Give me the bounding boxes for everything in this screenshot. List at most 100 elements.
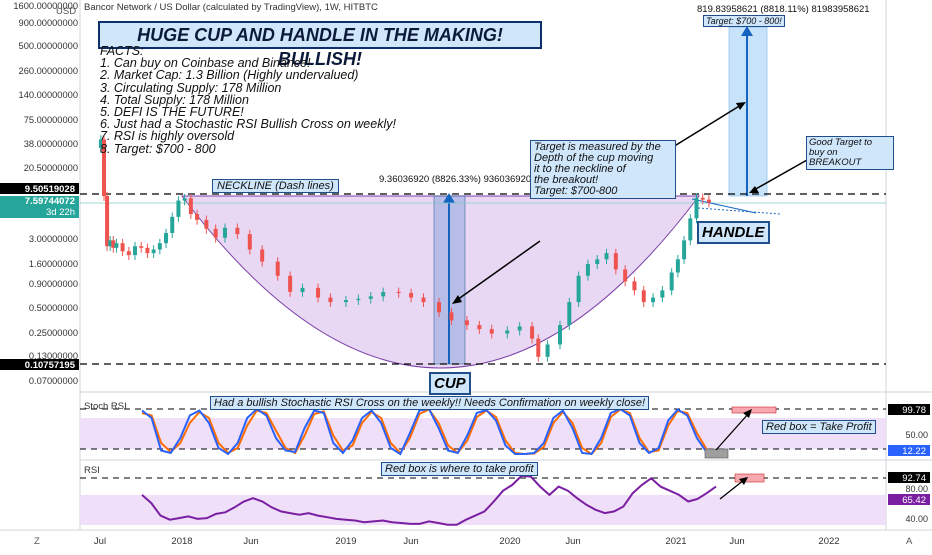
candles-layer xyxy=(98,135,711,362)
cup-depth-arrowhead xyxy=(443,193,455,203)
candle xyxy=(613,248,618,275)
candle xyxy=(356,294,361,305)
candle xyxy=(260,245,265,267)
candle xyxy=(477,320,482,334)
candle-body xyxy=(567,302,572,326)
candle-body xyxy=(477,325,482,330)
rsi-line xyxy=(141,474,717,526)
neckline-badge-bg xyxy=(0,183,79,194)
time-tick: 2018 xyxy=(171,536,193,547)
target-note-arrowhead-down xyxy=(452,295,462,304)
candle-body xyxy=(145,247,150,254)
candle xyxy=(222,223,227,243)
candle xyxy=(111,236,116,253)
candle-body xyxy=(545,344,550,357)
candle-body xyxy=(328,297,333,303)
price-tick: 0.13000000 xyxy=(28,351,78,361)
candle-body xyxy=(437,302,442,313)
good-target-arrowhead xyxy=(749,186,759,193)
candle xyxy=(343,295,348,307)
candle-body xyxy=(623,269,628,282)
candle xyxy=(182,193,187,206)
candle-body xyxy=(120,243,125,252)
rsi-arrowhead xyxy=(739,477,748,485)
price-tick: 75.00000000 xyxy=(23,115,78,125)
candle-body xyxy=(651,297,656,303)
candle xyxy=(247,229,252,255)
stoch-rsi-note: Had a bullish Stochastic RSI Cross on th… xyxy=(210,396,650,410)
candle xyxy=(126,246,131,260)
candle-body xyxy=(157,243,162,250)
candle xyxy=(204,215,209,234)
candle-body xyxy=(536,338,541,357)
candle-body xyxy=(576,275,581,303)
stoch-top-badge: 99.78 xyxy=(902,405,926,416)
time-tick: Jul xyxy=(93,536,107,547)
candle xyxy=(164,228,169,249)
candle xyxy=(536,334,541,362)
candle xyxy=(585,259,590,281)
stoch-arrow xyxy=(715,412,750,451)
time-tick: Jun xyxy=(403,536,419,547)
candle-body xyxy=(396,291,401,293)
target-note-arrowhead-up xyxy=(736,102,746,110)
target-note-line: it to the neckline of xyxy=(534,163,626,175)
zoom-toggle[interactable]: Z xyxy=(34,536,40,547)
candle-body xyxy=(489,329,494,334)
price-tick: 38.00000000 xyxy=(23,139,78,149)
handle-channel-dotted xyxy=(697,207,781,215)
rsi-band xyxy=(80,495,886,525)
candle xyxy=(464,316,469,330)
candle xyxy=(530,322,535,344)
candle-body xyxy=(682,240,687,260)
candle-body xyxy=(343,300,348,303)
candle-body xyxy=(101,139,106,197)
candle-body xyxy=(275,261,280,276)
candle xyxy=(381,287,386,302)
candle xyxy=(632,277,637,296)
candle xyxy=(98,135,103,153)
candle xyxy=(682,236,687,265)
candle xyxy=(151,245,156,258)
top-target-label: Target: $700 - 800! xyxy=(703,15,785,27)
target-explanation-note: Target is measured by the Depth of the c… xyxy=(530,140,676,199)
candle-body xyxy=(133,246,138,256)
candle-body xyxy=(706,199,711,203)
price-tick: 140.00000000 xyxy=(18,90,78,100)
candle xyxy=(316,283,321,303)
take-profit-note: Red box = Take Profit xyxy=(762,420,876,434)
target-projection-arrowhead xyxy=(741,26,753,36)
candle-body xyxy=(195,214,200,220)
neckline-label: NECKLINE (Dash lines) xyxy=(212,179,339,193)
price-tick: 1.60000000 xyxy=(28,259,78,269)
candle xyxy=(688,214,693,246)
candle-body xyxy=(517,326,522,331)
candle-body xyxy=(381,291,386,297)
candle-body xyxy=(604,253,609,260)
auto-scale-toggle[interactable]: A xyxy=(906,536,913,547)
candle xyxy=(595,254,600,269)
stoch-bottom-badge-bg xyxy=(888,445,930,456)
candle-body xyxy=(632,281,637,291)
fact-item: 8. Target: $700 - 800 xyxy=(100,141,216,156)
time-tick: Jun xyxy=(729,536,745,547)
target-note-arrow-down xyxy=(456,240,541,301)
price-tick: 0.50000000 xyxy=(28,303,78,313)
candle xyxy=(700,193,705,205)
candle xyxy=(545,340,550,362)
candle xyxy=(669,268,674,296)
rsi-tick: 40.00 xyxy=(905,514,928,524)
rsi-title: RSI xyxy=(84,465,100,476)
fact-item: 4. Total Supply: 178 Million xyxy=(100,92,249,107)
cup-label: CUP xyxy=(429,372,471,395)
candle xyxy=(114,238,119,253)
candle-body xyxy=(368,296,373,299)
candle-body xyxy=(300,287,305,292)
candle-body xyxy=(213,228,218,238)
time-tick: 2022 xyxy=(818,536,840,547)
rsi-note: Red box is where to take profit xyxy=(381,462,538,476)
candle-body xyxy=(688,218,693,241)
candle-body xyxy=(204,219,209,229)
candle xyxy=(275,257,280,281)
